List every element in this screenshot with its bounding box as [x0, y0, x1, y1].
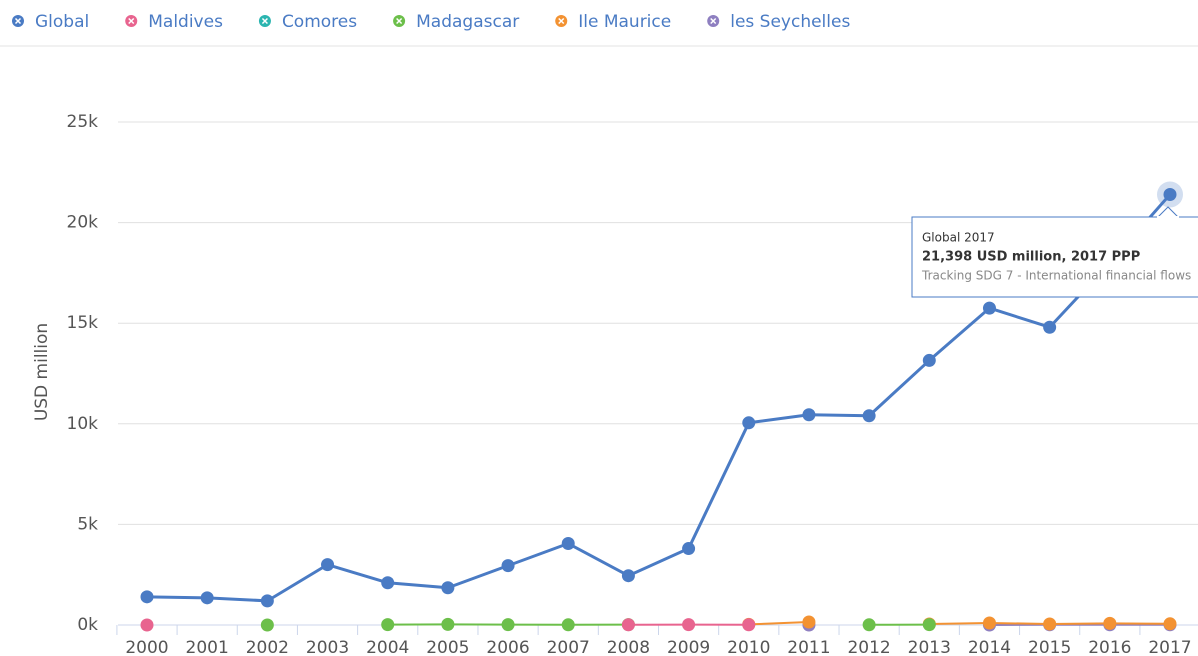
y-tick-label: 20k [67, 213, 99, 233]
legend-icon-x [396, 17, 403, 25]
point [140, 590, 154, 604]
point [982, 301, 996, 315]
x-tick-label: 2010 [727, 638, 770, 656]
point [982, 616, 996, 630]
point [501, 618, 515, 632]
point [922, 353, 936, 367]
x-tick-label: 2013 [908, 638, 951, 656]
y-tick-label: 5k [77, 514, 98, 534]
point [862, 409, 876, 423]
tooltip-title: Global 2017 [922, 231, 995, 245]
legend-icon-x [261, 17, 268, 25]
point [1043, 320, 1057, 334]
point [682, 542, 696, 556]
legend-label: Comores [282, 12, 357, 32]
point [742, 618, 756, 632]
point [1103, 616, 1117, 630]
point [802, 408, 816, 422]
y-axis-label: USD million [32, 323, 52, 421]
y-tick-label: 15k [67, 313, 99, 333]
y-tick-label: 25k [67, 112, 99, 132]
point [441, 581, 455, 595]
x-tick-label: 2001 [186, 638, 229, 656]
x-tick-label: 2007 [547, 638, 590, 656]
x-tick-label: 2005 [426, 638, 469, 656]
y-tick-label: 0k [77, 615, 98, 635]
x-tick-label: 2008 [607, 638, 650, 656]
x-tick-label: 2014 [968, 638, 1011, 656]
series-line [146, 193, 1172, 603]
point [1043, 617, 1057, 631]
x-tick-label: 2017 [1148, 638, 1191, 656]
point [682, 618, 696, 632]
tooltip-value: 21,398 USD million, 2017 PPP [922, 250, 1140, 265]
legend-label: Ile Maurice [578, 12, 671, 32]
point [922, 618, 936, 632]
x-tick-label: 2006 [486, 638, 529, 656]
point [381, 576, 395, 590]
tooltip-source: Tracking SDG 7 - International financial… [921, 269, 1191, 283]
legend-icon-x [128, 17, 135, 25]
y-tick-label: 10k [67, 414, 99, 434]
point [441, 617, 455, 631]
point [561, 618, 575, 632]
point [621, 569, 635, 583]
x-tick-label: 2003 [306, 638, 349, 656]
point [321, 558, 335, 572]
x-tick-label: 2012 [847, 638, 890, 656]
point [501, 559, 515, 573]
legend-icon-x [14, 17, 22, 25]
legend-item[interactable]: Global [12, 12, 89, 32]
legend-icon-x [558, 17, 565, 25]
legend-item[interactable]: Maldives [125, 12, 223, 32]
legend-icon-x [710, 17, 717, 25]
point [200, 591, 214, 605]
legend-label: Maldives [148, 12, 223, 32]
x-tick-label: 2000 [125, 638, 168, 656]
x-tick-label: 2009 [667, 638, 710, 656]
tooltip: Global 2017 21,398 USD million, 2017 PPP… [911, 206, 1198, 298]
legend-item[interactable]: Madagascar [393, 12, 519, 32]
x-tick-label: 2015 [1028, 638, 1071, 656]
legend-item[interactable]: Ile Maurice [555, 12, 671, 32]
legend-label: les Seychelles [730, 12, 850, 32]
point [1163, 617, 1177, 631]
tooltip-pointer-mask [1157, 216, 1179, 218]
x-tick-label: 2004 [366, 638, 409, 656]
point [802, 615, 816, 629]
legend-label: Global [35, 12, 89, 32]
point [742, 416, 756, 430]
point [260, 618, 274, 632]
x-tick-label: 2016 [1088, 638, 1131, 656]
legend-item[interactable]: Comores [258, 12, 357, 32]
point [561, 537, 575, 551]
legend-item[interactable]: les Seychelles [707, 12, 850, 32]
point [260, 594, 274, 608]
tooltip-pointer [1157, 206, 1179, 218]
legend-label: Madagascar [416, 12, 519, 32]
point [140, 618, 154, 632]
point [1163, 187, 1177, 201]
point [621, 618, 635, 632]
tooltip-box [911, 216, 1198, 298]
x-tick-label: 2002 [246, 638, 289, 656]
x-tick-label: 2011 [787, 638, 830, 656]
point [862, 618, 876, 632]
point [381, 618, 395, 632]
